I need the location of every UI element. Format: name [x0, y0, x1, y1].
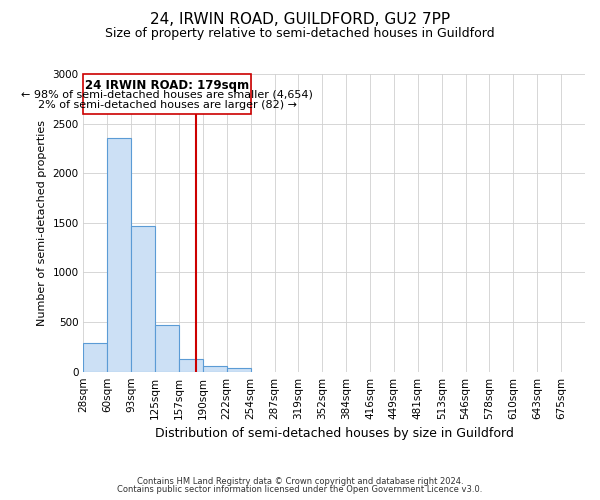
Bar	[83, 343, 107, 372]
Bar	[227, 368, 251, 372]
FancyBboxPatch shape	[83, 74, 251, 114]
Bar	[107, 138, 131, 372]
Text: 24 IRWIN ROAD: 179sqm: 24 IRWIN ROAD: 179sqm	[85, 79, 249, 92]
Text: Contains HM Land Registry data © Crown copyright and database right 2024.: Contains HM Land Registry data © Crown c…	[137, 477, 463, 486]
Text: Contains public sector information licensed under the Open Government Licence v3: Contains public sector information licen…	[118, 485, 482, 494]
Text: 2% of semi-detached houses are larger (82) →: 2% of semi-detached houses are larger (8…	[38, 100, 296, 110]
Bar	[203, 366, 227, 372]
Text: ← 98% of semi-detached houses are smaller (4,654): ← 98% of semi-detached houses are smalle…	[21, 90, 313, 100]
Text: 24, IRWIN ROAD, GUILDFORD, GU2 7PP: 24, IRWIN ROAD, GUILDFORD, GU2 7PP	[150, 12, 450, 28]
Text: Size of property relative to semi-detached houses in Guildford: Size of property relative to semi-detach…	[105, 28, 495, 40]
Bar	[131, 226, 155, 372]
Y-axis label: Number of semi-detached properties: Number of semi-detached properties	[37, 120, 47, 326]
X-axis label: Distribution of semi-detached houses by size in Guildford: Distribution of semi-detached houses by …	[155, 427, 514, 440]
Bar	[179, 359, 203, 372]
Bar	[155, 325, 179, 372]
